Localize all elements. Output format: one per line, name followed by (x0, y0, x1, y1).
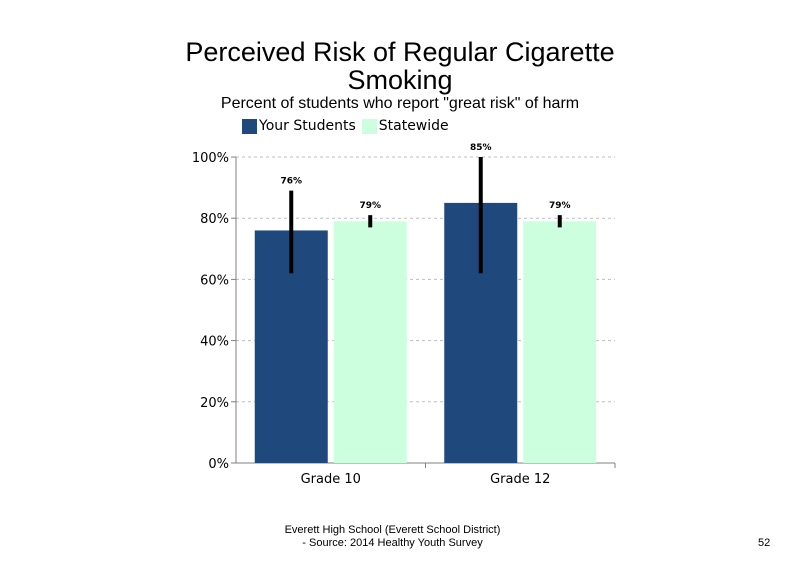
y-tick-label: 60% (200, 273, 229, 288)
y-tick-label: 100% (192, 151, 229, 166)
x-tick-label: Grade 12 (490, 472, 550, 487)
chart-subtitle: Percent of students who report "great ri… (220, 95, 580, 112)
bar (333, 221, 407, 463)
legend-label-your-students: Your Students (259, 118, 356, 134)
chart-legend: Your Students Statewide (242, 118, 455, 134)
footer-line-1: Everett High School (Everett School Dist… (284, 524, 501, 536)
legend-item-your-students: Your Students (242, 118, 356, 134)
data-label: 76% (280, 177, 302, 187)
legend-swatch-statewide (361, 118, 377, 134)
footer-line-2: - Source: 2014 Healthy Youth Survey (302, 537, 483, 549)
y-tick-label: 80% (200, 212, 229, 227)
y-tick-label: 20% (200, 396, 229, 411)
y-tick-label: 40% (200, 335, 229, 350)
chart-title-line-1: Perceived Risk of Regular Cigarette (185, 37, 615, 67)
x-tick-label: Grade 10 (301, 472, 361, 487)
page-number: 52 (758, 537, 771, 549)
legend-item-statewide: Statewide (361, 118, 449, 134)
legend-swatch-your-students (242, 118, 257, 134)
data-label: 85% (470, 143, 492, 153)
data-label: 79% (359, 201, 381, 211)
footer-source: Everett High School (Everett School Dist… (0, 524, 800, 550)
chart-title-line-2: Smoking (347, 65, 453, 95)
data-label: 79% (549, 201, 571, 211)
chart-title: Perceived Risk of Regular Cigarette Smok… (0, 38, 800, 94)
y-tick-label: 0% (208, 457, 229, 472)
bar (523, 221, 597, 463)
legend-label-statewide: Statewide (378, 118, 449, 134)
